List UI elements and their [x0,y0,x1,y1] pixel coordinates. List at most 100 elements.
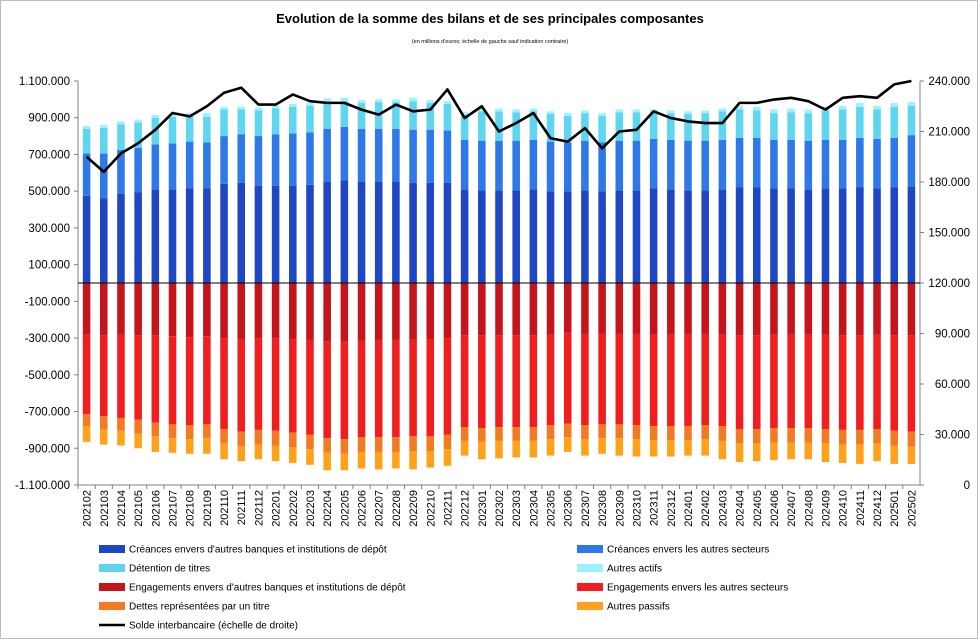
bar-202309-s7 [615,438,624,456]
legend-swatch-6 [99,602,125,610]
bar-202104-s2 [117,124,125,150]
legend-label-7: Autres passifs [607,602,670,613]
bar-202204-s6 [323,438,331,453]
bar-202307-s1 [581,140,589,191]
bar-202307-s4 [581,283,589,335]
bar-202304-s5 [529,335,538,428]
legend-swatch-5 [577,583,603,591]
bar-202104-s4 [117,283,125,335]
x-tick-label: 202110 [219,490,231,526]
bar-202404-s1 [735,137,744,188]
bar-202304-s4 [529,283,538,336]
bar-202210-s0 [426,182,435,283]
bar-202110-s2 [220,109,228,137]
bar-202308-s1 [598,142,606,192]
bar-202211-s5 [443,338,452,435]
bar-202212-s0 [460,189,469,283]
bar-202111-s2 [237,109,246,135]
bar-202402-s3 [701,110,709,114]
bar-202308-s7 [598,438,606,454]
bar-202311-s5 [649,334,658,427]
x-tick-label: 202412 [872,490,884,527]
bar-202207-s3 [374,99,383,103]
bar-202107-s6 [168,424,177,439]
bar-202212-s6 [460,427,469,441]
bar-202202-s0 [289,185,297,283]
bar-202501-s2 [890,106,898,138]
bar-202103-s6 [100,416,108,429]
bar-202208-s3 [392,99,400,103]
right-tick-label: 0 [964,480,970,492]
bar-202203-s4 [306,283,314,340]
bar-202306-s6 [563,423,572,438]
bar-202212-s1 [460,139,469,190]
bar-202106-s1 [151,144,160,190]
bar-202308-s6 [598,424,606,439]
x-tick-label: 202403 [717,490,729,527]
bar-202211-s6 [443,434,452,450]
bar-202309-s6 [615,424,624,439]
bar-202411-s4 [856,283,864,336]
x-tick-label: 202211 [442,490,454,526]
bar-202401-s1 [684,140,692,191]
bar-202202-s6 [289,432,297,448]
bar-202102-s1 [82,153,91,196]
bar-202401-s4 [684,283,692,335]
bar-202103-s3 [100,125,108,128]
bar-202406-s4 [770,283,778,335]
bar-202108-s5 [185,337,194,426]
right-tick-label: 30.000 [935,430,970,442]
bar-202109-s3 [203,113,211,117]
bar-202112-s7 [254,444,263,460]
legend-label-1: Créances envers les autres secteurs [607,545,769,556]
bar-202405-s6 [752,428,761,444]
bar-202406-s0 [770,188,778,283]
x-tick-label: 202202 [288,490,300,527]
legend-swatch-4 [99,583,125,591]
bar-202305-s2 [546,114,555,142]
bar-202407-s6 [787,428,795,443]
bar-202106-s7 [151,436,160,452]
bar-202106-s6 [151,422,160,437]
bar-202407-s1 [787,139,795,189]
bar-202204-s1 [323,128,331,182]
bar-202207-s1 [374,128,383,182]
bar-202307-s0 [581,190,589,283]
bar-202208-s0 [392,182,400,283]
bar-202109-s4 [203,283,211,337]
x-tick-label: 202201 [271,490,283,527]
left-tick-label: 300.000 [28,223,70,235]
bar-202404-s0 [735,187,744,283]
bar-202106-s0 [151,189,160,283]
bar-202311-s6 [649,426,658,441]
bar-202112-s2 [254,110,263,137]
x-tick-label: 202112 [253,490,265,526]
bar-202501-s7 [890,445,898,464]
bar-202106-s3 [151,114,160,118]
bar-202311-s0 [649,188,658,283]
bar-202105-s1 [134,148,142,193]
bar-202412-s2 [873,109,881,139]
bar-202208-s4 [392,283,400,340]
bar-202205-s6 [340,439,349,454]
bar-202310-s0 [632,190,641,283]
bar-202112-s5 [254,338,263,430]
bar-202302-s7 [495,440,503,459]
bar-202302-s4 [495,283,503,336]
bar-202409-s4 [821,283,830,335]
bar-202102-s4 [82,283,91,335]
bar-202211-s0 [443,182,452,283]
bar-202502-s6 [907,431,916,447]
bar-202103-s1 [100,153,108,199]
left-tick-label: 900.000 [28,113,70,125]
bar-202408-s4 [804,283,813,335]
bar-202501-s0 [890,187,898,283]
x-tick-label: 202106 [150,490,162,527]
bar-202303-s2 [512,112,520,141]
x-tick-label: 202309 [614,490,626,527]
x-tick-label: 202210 [425,490,437,527]
bar-202410-s1 [838,139,847,189]
bar-202110-s0 [220,183,228,283]
bar-202405-s0 [752,187,761,283]
bar-202310-s2 [632,112,641,141]
